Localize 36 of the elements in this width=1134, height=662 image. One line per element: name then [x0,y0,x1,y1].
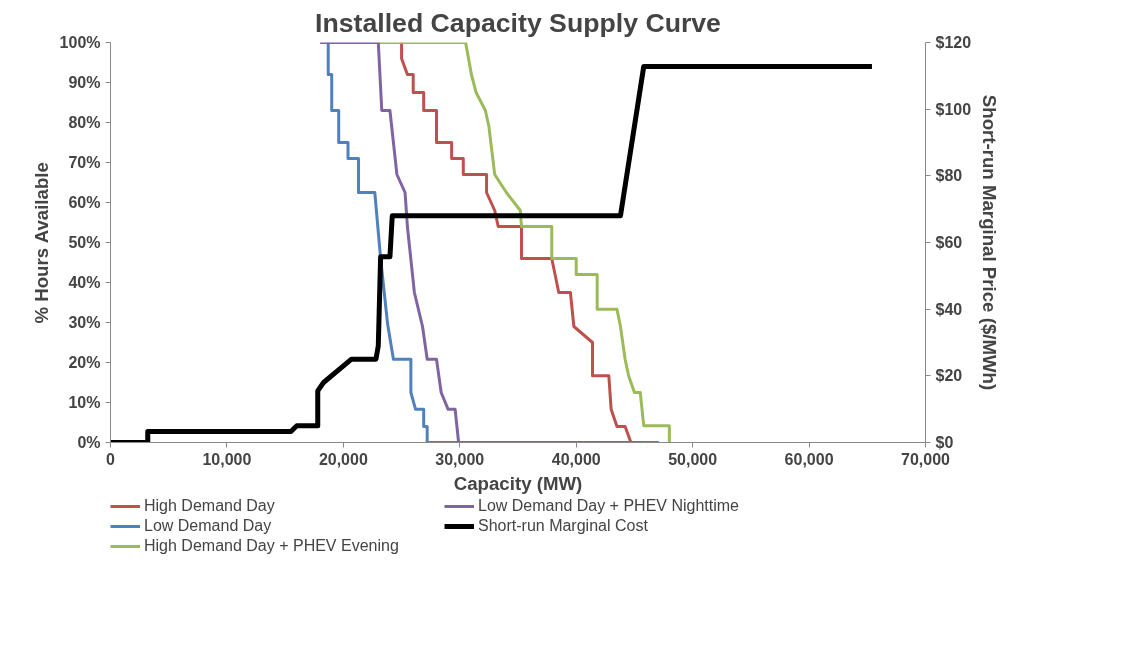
y2-tick-label: $100 [935,100,972,118]
legend-label: Low Demand Day [144,517,273,535]
x-tick-label: 20,000 [318,450,368,468]
y2-tick-label: $20 [935,367,963,385]
x-tick-label: 70,000 [901,450,951,468]
y2-tick-label: $120 [935,34,972,51]
x-tick-label: 40,000 [551,450,601,468]
y-tick-label: 50% [68,234,101,251]
y2-axis-title: Short-run Marginal Price ($/MWh) [979,94,1001,391]
x-tick-label: 60,000 [784,450,834,468]
y-tick-label: 80% [68,114,101,131]
y-tick-label: 100% [59,34,101,51]
x-tick-label: 10,000 [202,450,252,468]
x-axis-title: Capacity (MW) [453,472,583,494]
legend-label: High Demand Day + PHEV Evening [144,537,400,555]
chart-title: Installed Capacity Supply Curve [315,7,721,38]
y2-tick-label: $0 [935,434,954,451]
y-tick-label: 0% [77,434,101,451]
legend-label: Short-run Marginal Cost [478,517,649,535]
y-tick-label: 40% [68,274,101,291]
y-tick-label: 10% [68,394,101,411]
line-series [400,42,633,443]
x-tick-label: 0 [106,450,116,468]
y2-tick-label: $60 [935,234,963,251]
legend-label: High Demand Day [144,497,276,515]
y-tick-label: 90% [68,74,101,91]
y-tick-label: 70% [68,154,101,171]
y-tick-label: 30% [68,314,101,331]
y2-tick-label: $80 [935,167,963,185]
y-tick-label: 20% [68,354,101,371]
x-tick-label: 50,000 [668,450,718,468]
y2-tick-label: $40 [935,300,963,318]
y-tick-label: 60% [68,194,101,211]
x-tick-label: 30,000 [435,450,485,468]
legend-label: Low Demand Day + PHEV Nighttime [478,497,740,515]
y-axis-title: % Hours Available [30,162,52,324]
